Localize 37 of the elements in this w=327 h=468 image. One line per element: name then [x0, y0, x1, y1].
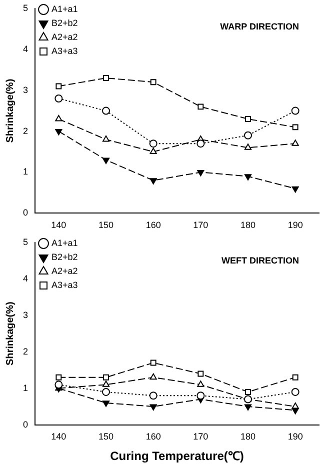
legend-label: A2+a2 [52, 266, 78, 276]
x-tick-label: 180 [240, 432, 256, 442]
legend-label: A1+a1 [52, 4, 78, 14]
y-tick-label: 3 [22, 310, 28, 320]
x-tick-label: 150 [98, 432, 114, 442]
x-tick-label: 170 [193, 220, 208, 230]
x-tick-label: 160 [146, 432, 161, 442]
x-tick-label: 140 [51, 220, 66, 230]
y-tick-label: 4 [22, 273, 28, 284]
y-tick-label: 2 [22, 126, 28, 136]
legend-label: A3+a3 [52, 280, 78, 290]
y-tick-label: 3 [22, 84, 28, 95]
y-axis-title: Shrinkage(%) [4, 302, 16, 366]
legend-label: B2+b2 [52, 252, 78, 262]
x-tick-label: 180 [240, 220, 256, 230]
y-tick-label: 5 [22, 236, 28, 247]
x-tick-label: 140 [51, 432, 66, 442]
y-tick-label: 4 [22, 44, 28, 54]
legend-label: A1+a1 [52, 238, 78, 248]
x-tick-label: 190 [288, 220, 303, 230]
legend-label: A2+a2 [52, 32, 78, 42]
y-tick-label: 1 [22, 382, 28, 393]
y-axis-title: Shrinkage(%) [4, 78, 16, 143]
y-tick-label: 5 [22, 2, 28, 13]
annotation: WARP DIRECTION [220, 21, 299, 32]
annotation: WEFT DIRECTION [222, 255, 299, 266]
y-tick-label: 2 [22, 346, 28, 356]
x-axis-title: Curing Temperature(℃) [110, 449, 244, 464]
x-tick-label: 160 [146, 220, 161, 230]
y-tick-label: 1 [22, 166, 28, 177]
x-tick-label: 170 [193, 432, 208, 442]
x-tick-label: 190 [288, 432, 303, 442]
legend-label: B2+b2 [52, 18, 78, 28]
y-tick-label: 0 [22, 419, 28, 430]
x-tick-label: 150 [98, 220, 114, 230]
y-tick-label: 0 [22, 208, 28, 218]
legend-label: A3+a3 [52, 46, 78, 56]
